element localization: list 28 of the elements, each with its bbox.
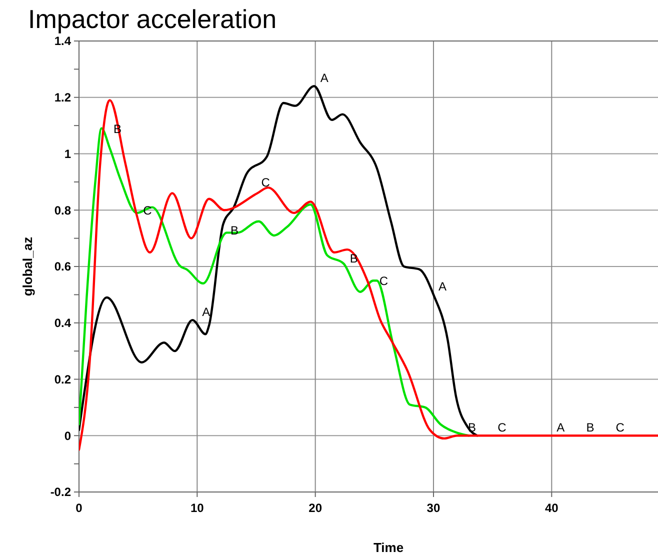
x-tick-label: 30 [426, 501, 440, 515]
x-tick-label: 10 [190, 501, 204, 515]
x-tick-label: 40 [544, 501, 559, 515]
y-tick-label: 1.4 [54, 34, 72, 48]
y-tick-label: 0 [64, 428, 72, 443]
line-series [79, 99, 658, 451]
annotation: A [438, 280, 447, 294]
y-tick-label: -0.2 [50, 485, 72, 500]
annotation: C [261, 175, 270, 190]
annotation: C [498, 420, 507, 435]
y-tick-label: 0.8 [54, 203, 72, 218]
y-tick-label: 0.2 [54, 372, 72, 386]
annotation: B [350, 252, 358, 266]
y-tick-label: 0.4 [54, 316, 72, 330]
annotation: C [616, 420, 625, 435]
annotation: B [586, 420, 594, 435]
y-tick-label: 1 [64, 146, 72, 161]
y-axis-title: global_az [20, 236, 35, 296]
annotation: C [379, 274, 388, 288]
annotation: A [202, 305, 210, 320]
x-tick-label: 20 [308, 501, 322, 515]
x-tick-label: 0 [76, 501, 83, 515]
y-tick-label: 1.2 [54, 90, 72, 105]
x-axis-title: Time [373, 540, 404, 554]
annotation: A [320, 71, 328, 86]
y-tick-label: 0.6 [54, 260, 72, 274]
chart-title: Impactor acceleration [28, 4, 277, 34]
annotation: A [556, 420, 565, 435]
